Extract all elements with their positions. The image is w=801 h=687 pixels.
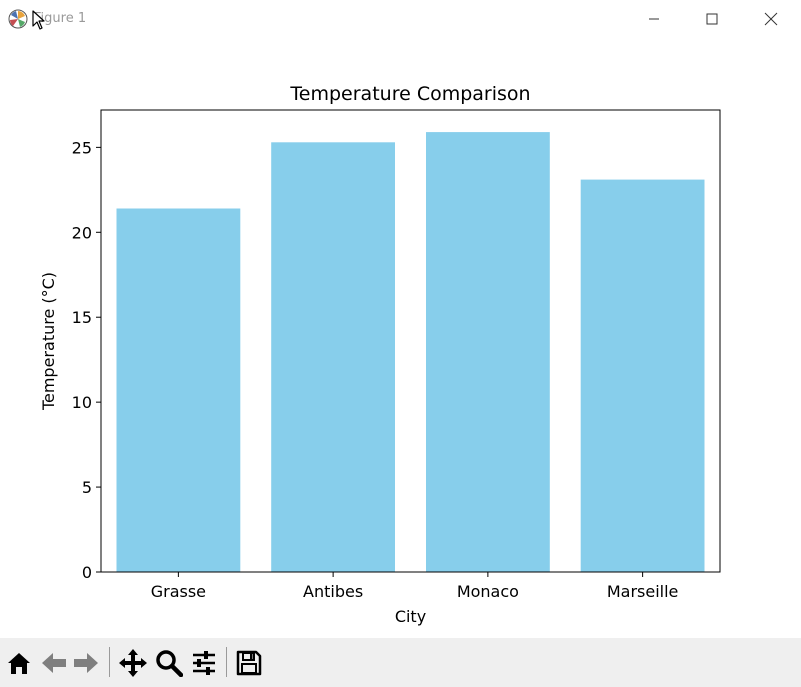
close-button[interactable] [742, 0, 800, 38]
sliders-icon [193, 651, 215, 675]
zoom-button[interactable] [153, 646, 185, 680]
toolbar-separator [226, 647, 227, 677]
y-tick-label: 25 [72, 138, 92, 157]
y-tick-label: 20 [72, 223, 92, 242]
back-arrow-icon [42, 653, 66, 673]
forward-arrow-icon [74, 653, 98, 673]
maximize-button[interactable] [683, 0, 741, 38]
mouse-cursor-icon [32, 10, 46, 30]
title-bar[interactable]: Figure 1 [0, 0, 801, 38]
x-axis-label: City [395, 607, 426, 626]
bar-monaco [426, 132, 550, 572]
home-icon [8, 653, 30, 674]
y-tick-label: 5 [82, 478, 92, 497]
y-tick-label: 0 [82, 563, 92, 582]
bar-marseille [580, 179, 705, 572]
chart-title: Temperature Comparison [289, 83, 530, 105]
bar-grasse [116, 208, 241, 572]
y-axis-label: Temperature (°C) [39, 272, 58, 411]
minimize-icon [649, 18, 659, 20]
maximize-icon [706, 13, 718, 25]
x-tick-label: Antibes [303, 582, 363, 601]
matplotlib-icon [8, 9, 28, 29]
close-icon [764, 12, 778, 26]
plot-frame [100, 109, 721, 573]
x-tick-label: Grasse [151, 582, 206, 601]
figure-canvas[interactable]: 0 5 10 15 20 25 Grasse Antibes Monaco Marseille Te… [0, 38, 801, 638]
bar-antibes [271, 142, 395, 573]
toolbar-separator [109, 647, 110, 677]
y-tick-label: 15 [72, 308, 92, 327]
save-icon [236, 650, 262, 676]
configure-subplots-button[interactable] [188, 646, 220, 680]
move-icon [119, 649, 147, 677]
x-tick-label: Monaco [457, 582, 519, 601]
save-button[interactable] [233, 646, 265, 680]
x-tick-label: Marseille [607, 582, 679, 601]
home-button[interactable] [3, 646, 35, 680]
navigation-toolbar [0, 638, 801, 687]
zoom-icon [156, 650, 183, 677]
back-button[interactable] [38, 646, 70, 680]
bar-chart: 0 5 10 15 20 25 Grasse Antibes Monaco Marseille Te… [39, 83, 721, 626]
minimize-button[interactable] [625, 0, 683, 38]
window-title: Figure 1 [34, 11, 87, 26]
pan-button[interactable] [117, 646, 149, 680]
y-tick-label: 10 [72, 393, 92, 412]
forward-button[interactable] [70, 646, 102, 680]
